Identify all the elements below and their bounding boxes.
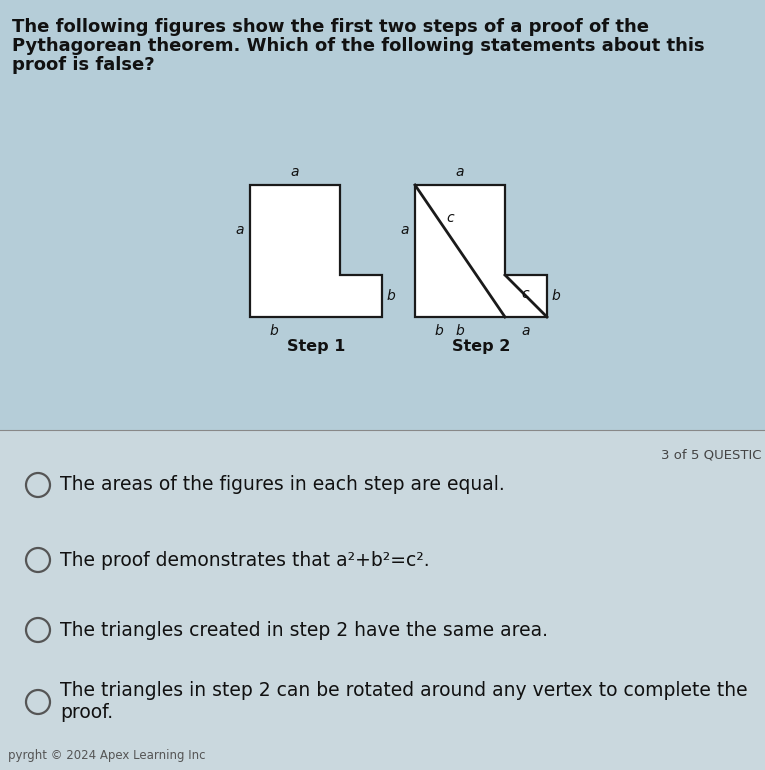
Text: a: a	[522, 324, 530, 338]
Bar	[0, 430, 765, 770]
Text: The triangles created in step 2 have the same area.: The triangles created in step 2 have the…	[60, 621, 548, 640]
Text: The proof demonstrates that a²+b²=c².: The proof demonstrates that a²+b²=c².	[60, 551, 430, 570]
Text: a: a	[401, 223, 409, 237]
Text: a: a	[291, 165, 299, 179]
Text: Pythagorean theorem. Which of the following statements about this: Pythagorean theorem. Which of the follow…	[12, 37, 705, 55]
Text: b: b	[456, 324, 464, 338]
Text: b: b	[387, 289, 396, 303]
Text: c: c	[446, 211, 454, 225]
Text: pyrght © 2024 Apex Learning Inc: pyrght © 2024 Apex Learning Inc	[8, 749, 206, 762]
Text: c: c	[522, 287, 529, 301]
Text: b: b	[552, 289, 561, 303]
Text: Step 1: Step 1	[287, 339, 345, 354]
Text: The following figures show the first two steps of a proof of the: The following figures show the first two…	[12, 18, 649, 36]
Text: The areas of the figures in each step are equal.: The areas of the figures in each step ar…	[60, 476, 505, 494]
Polygon shape	[250, 185, 382, 317]
Text: b: b	[435, 324, 444, 338]
Text: The triangles in step 2 can be rotated around any vertex to complete the
proof.: The triangles in step 2 can be rotated a…	[60, 681, 747, 722]
Text: a: a	[456, 165, 464, 179]
Text: proof is false?: proof is false?	[12, 56, 155, 74]
Bar	[0, 0, 765, 430]
Text: Step 2: Step 2	[452, 339, 510, 354]
Text: a: a	[236, 223, 244, 237]
Polygon shape	[415, 185, 547, 317]
Text: b: b	[269, 324, 278, 338]
Text: 3 of 5 QUESTIC: 3 of 5 QUESTIC	[662, 448, 762, 461]
